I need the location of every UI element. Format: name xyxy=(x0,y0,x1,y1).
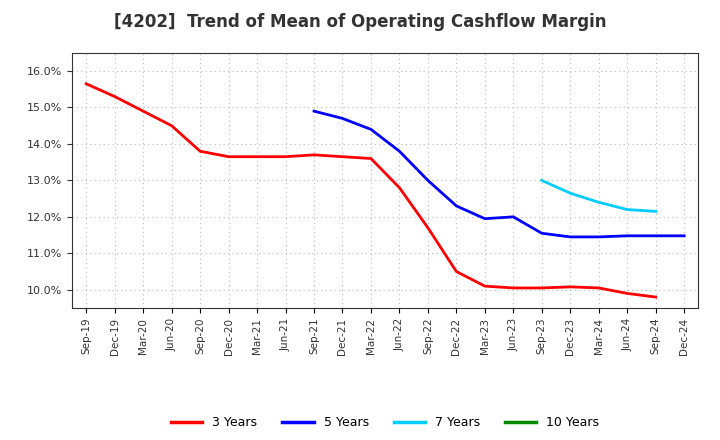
Text: [4202]  Trend of Mean of Operating Cashflow Margin: [4202] Trend of Mean of Operating Cashfl… xyxy=(114,13,606,31)
Legend: 3 Years, 5 Years, 7 Years, 10 Years: 3 Years, 5 Years, 7 Years, 10 Years xyxy=(166,411,604,434)
